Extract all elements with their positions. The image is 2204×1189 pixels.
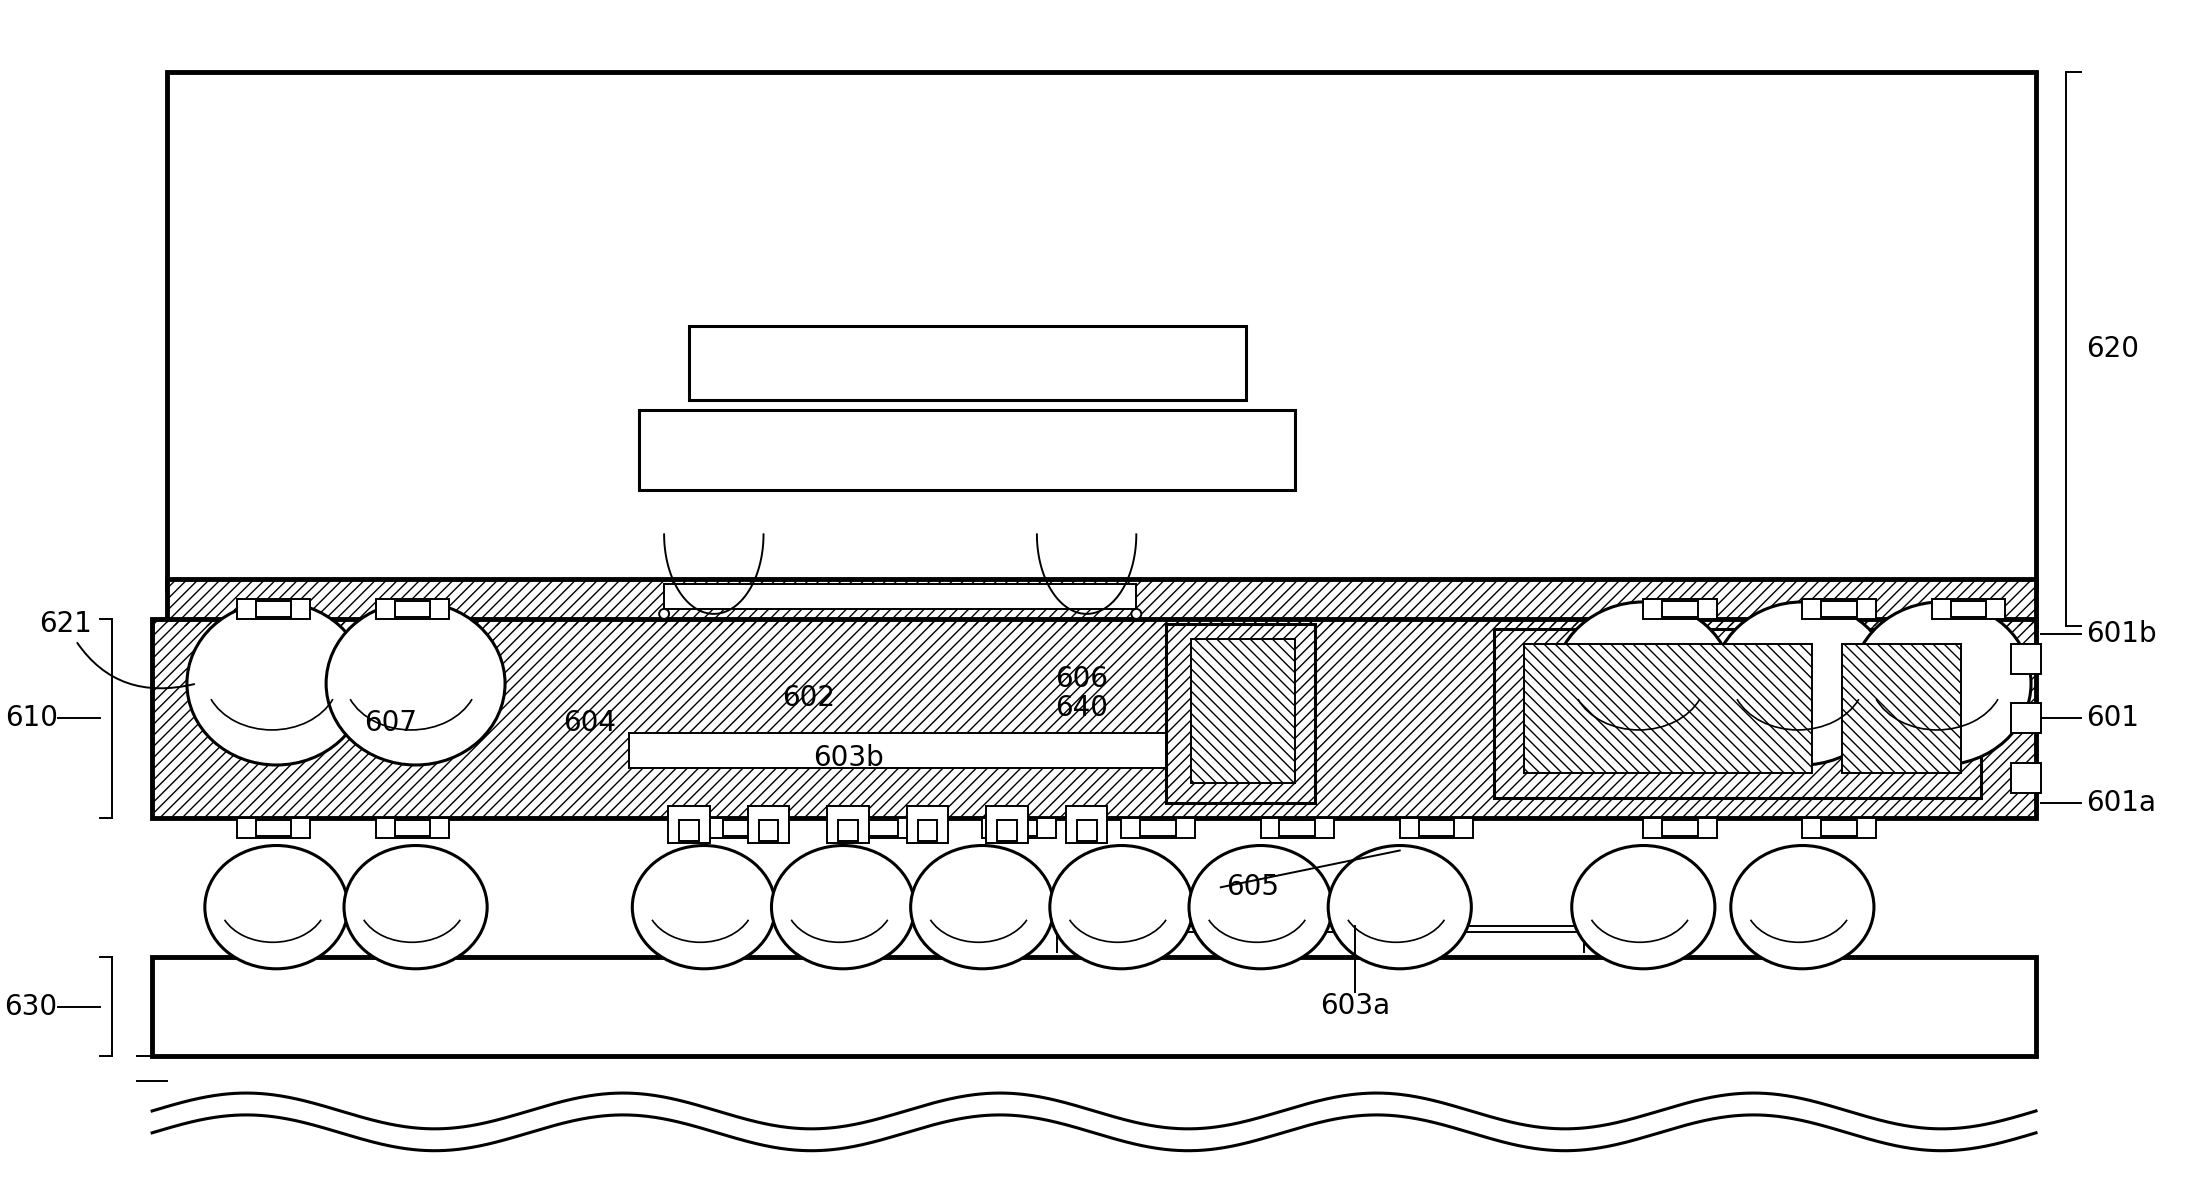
- Text: 610: 610: [4, 704, 57, 732]
- Ellipse shape: [1571, 845, 1715, 969]
- Bar: [983, 818, 1056, 837]
- Bar: [1494, 629, 1981, 798]
- Bar: [1078, 819, 1098, 841]
- Bar: [168, 73, 2036, 589]
- Ellipse shape: [1188, 845, 1331, 969]
- Bar: [1166, 624, 1316, 803]
- Bar: [1644, 599, 1717, 618]
- Bar: [690, 326, 1245, 401]
- Text: 620: 620: [2085, 335, 2138, 364]
- Bar: [663, 584, 1137, 609]
- Ellipse shape: [1851, 602, 2032, 765]
- Text: 601b: 601b: [2085, 619, 2156, 648]
- Ellipse shape: [633, 845, 776, 969]
- Ellipse shape: [1329, 845, 1472, 969]
- Bar: [2010, 763, 2041, 793]
- Text: 601a: 601a: [2085, 788, 2156, 817]
- Bar: [1951, 600, 1986, 617]
- Bar: [1139, 819, 1177, 836]
- Ellipse shape: [205, 845, 348, 969]
- Text: 606: 606: [1056, 665, 1109, 692]
- Bar: [668, 806, 710, 843]
- Bar: [1281, 819, 1316, 836]
- Bar: [917, 819, 937, 841]
- Bar: [639, 410, 1296, 490]
- Bar: [630, 734, 1166, 768]
- Bar: [256, 819, 291, 836]
- Bar: [862, 819, 897, 836]
- Bar: [1843, 643, 1962, 773]
- Bar: [1931, 599, 2006, 618]
- Bar: [1644, 818, 1717, 837]
- Text: 607: 607: [364, 709, 417, 737]
- Bar: [826, 806, 868, 843]
- Bar: [1523, 643, 1812, 773]
- Bar: [1166, 624, 1316, 803]
- Text: 602: 602: [782, 685, 835, 712]
- Ellipse shape: [659, 609, 670, 618]
- Bar: [1821, 819, 1858, 836]
- Bar: [1001, 819, 1036, 836]
- Bar: [395, 600, 430, 617]
- Bar: [1190, 638, 1296, 782]
- Bar: [844, 818, 917, 837]
- Bar: [985, 806, 1027, 843]
- Ellipse shape: [1730, 845, 1873, 969]
- Text: 605: 605: [1225, 873, 1278, 901]
- Ellipse shape: [1131, 609, 1142, 618]
- Ellipse shape: [344, 845, 487, 969]
- Bar: [377, 818, 450, 837]
- Bar: [906, 806, 948, 843]
- Text: 640: 640: [1056, 694, 1109, 723]
- Text: 621: 621: [40, 610, 194, 688]
- Text: 630: 630: [4, 993, 57, 1020]
- Ellipse shape: [1049, 845, 1192, 969]
- Bar: [838, 819, 857, 841]
- Bar: [168, 579, 2036, 625]
- Bar: [152, 618, 2036, 818]
- Bar: [758, 819, 778, 841]
- Bar: [2010, 643, 2041, 673]
- Bar: [1523, 643, 1812, 773]
- Ellipse shape: [910, 845, 1054, 969]
- Text: 601: 601: [2085, 704, 2138, 732]
- Bar: [1122, 818, 1195, 837]
- Ellipse shape: [187, 602, 366, 765]
- Bar: [256, 600, 291, 617]
- Ellipse shape: [771, 845, 915, 969]
- Bar: [1494, 629, 1981, 798]
- Ellipse shape: [1554, 602, 1732, 765]
- Bar: [152, 957, 2036, 1056]
- Bar: [703, 818, 778, 837]
- Bar: [747, 806, 789, 843]
- Bar: [1419, 819, 1455, 836]
- Bar: [168, 579, 2036, 625]
- Bar: [1400, 818, 1472, 837]
- Bar: [395, 819, 430, 836]
- Bar: [1662, 819, 1697, 836]
- Bar: [679, 819, 699, 841]
- Bar: [377, 599, 450, 618]
- Bar: [1190, 638, 1296, 782]
- Bar: [236, 818, 311, 837]
- Bar: [1067, 806, 1106, 843]
- Ellipse shape: [1713, 602, 1891, 765]
- Bar: [236, 599, 311, 618]
- Text: 603a: 603a: [1320, 992, 1391, 1020]
- Bar: [1803, 818, 1876, 837]
- Text: 604: 604: [562, 709, 617, 737]
- Bar: [152, 618, 2036, 818]
- Bar: [1803, 599, 1876, 618]
- Ellipse shape: [326, 602, 505, 765]
- Bar: [723, 819, 758, 836]
- Bar: [1662, 600, 1697, 617]
- Bar: [1821, 600, 1858, 617]
- Bar: [2010, 704, 2041, 734]
- Text: 603b: 603b: [813, 744, 884, 772]
- Bar: [1261, 818, 1333, 837]
- Bar: [1843, 643, 1962, 773]
- Bar: [996, 819, 1016, 841]
